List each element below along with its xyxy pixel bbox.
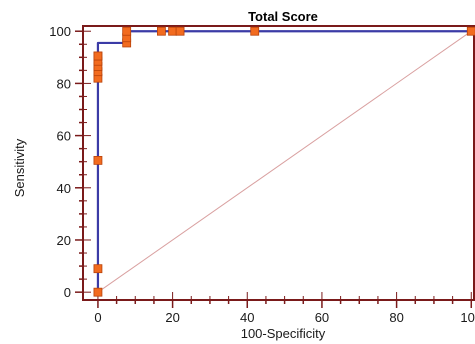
x-tick-label: 80: [389, 310, 403, 325]
plot-frame: [82, 25, 475, 301]
y-tick-label: 80: [57, 76, 71, 91]
y-tick-label: 40: [57, 181, 71, 196]
roc-point-marker: [93, 264, 103, 274]
x-tick-label: 100: [460, 310, 475, 325]
roc-point-marker: [175, 26, 185, 36]
roc-point-marker: [466, 26, 475, 36]
roc-point-marker: [250, 26, 260, 36]
roc-point-marker: [122, 26, 132, 36]
roc-point-marker: [168, 26, 178, 36]
reference-diagonal-line: [97, 30, 472, 293]
y-axis-title: Sensitivity: [12, 138, 27, 197]
y-tick-label: 0: [64, 285, 71, 300]
chart-title: Total Score: [248, 9, 318, 24]
roc-point-marker: [93, 155, 103, 165]
roc-point-marker: [93, 287, 103, 297]
y-tick-label: 60: [57, 129, 71, 144]
x-axis-title: 100-Specificity: [241, 326, 326, 341]
y-tick-label: 20: [57, 233, 71, 248]
x-tick-label: 60: [315, 310, 329, 325]
x-tick-label: 0: [94, 310, 101, 325]
roc-point-marker: [156, 26, 166, 36]
plot-area: 0 20 40 60 80 100 0 20 40 60 80 100: [49, 24, 475, 325]
x-tick-label: 40: [240, 310, 254, 325]
y-tick-label: 100: [49, 24, 71, 39]
x-tick-label: 20: [165, 310, 179, 325]
roc-point-marker: [93, 51, 103, 61]
